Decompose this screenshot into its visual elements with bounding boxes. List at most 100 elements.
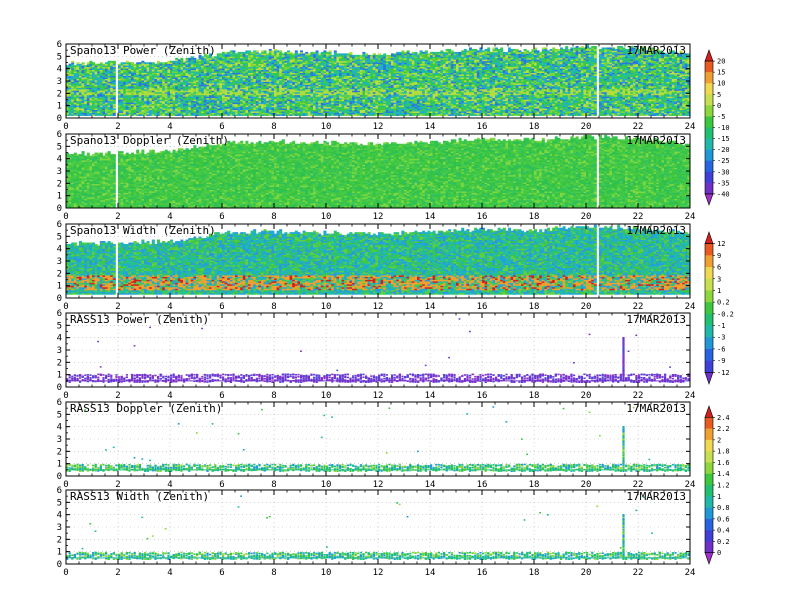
data-cell (279, 111, 283, 113)
data-cell (97, 75, 101, 78)
data-cell (271, 77, 275, 79)
data-cell (216, 62, 220, 65)
data-cell (81, 62, 85, 65)
data-cell (253, 84, 257, 87)
data-cell (198, 105, 202, 108)
data-cell (245, 54, 249, 57)
data-cell (188, 90, 192, 93)
data-cell (214, 78, 218, 81)
data-cell (84, 106, 88, 109)
data-cell (365, 53, 368, 56)
data-cell (227, 72, 231, 75)
data-cell (102, 75, 106, 78)
data-cell (144, 63, 147, 66)
data-cell (68, 68, 72, 71)
data-cell (102, 82, 106, 85)
data-cell (242, 72, 246, 75)
data-cell (183, 97, 186, 100)
data-cell (188, 75, 192, 78)
data-cell (235, 82, 238, 85)
data-cell (219, 74, 223, 76)
data-cell (188, 60, 192, 63)
data-cell (128, 65, 132, 68)
data-cell (136, 65, 140, 68)
data-cell (177, 71, 181, 74)
data-cell (253, 112, 257, 115)
data-cell (154, 80, 158, 82)
data-cell (266, 74, 270, 76)
data-cell (159, 82, 163, 85)
data-cell (162, 87, 166, 90)
data-cell (242, 93, 246, 96)
data-cell (107, 71, 111, 74)
data-cell (146, 105, 150, 108)
data-cell (216, 74, 220, 76)
data-cell (172, 63, 176, 66)
data-cell (263, 85, 267, 88)
data-cell (209, 54, 212, 57)
data-cell (255, 105, 259, 108)
data-cell (274, 112, 277, 115)
data-cell (216, 100, 220, 103)
data-cell (73, 88, 77, 91)
data-cell (107, 84, 111, 87)
data-cell (203, 91, 207, 94)
data-cell (128, 114, 132, 116)
data-cell (183, 112, 186, 115)
data-cell (175, 57, 179, 60)
data-cell (183, 71, 186, 74)
data-cell (253, 60, 257, 63)
data-cell (219, 108, 223, 111)
data-cell (255, 108, 259, 111)
data-cell (157, 97, 160, 100)
data-cell (167, 88, 171, 91)
data-cell (105, 108, 108, 111)
data-cell (263, 102, 267, 105)
data-cell (97, 99, 101, 102)
data-cell (198, 96, 202, 99)
data-cell (102, 74, 106, 76)
data-cell (125, 69, 129, 72)
data-cell (120, 74, 124, 76)
data-cell (99, 99, 103, 102)
data-cell (102, 114, 106, 116)
data-cell (157, 105, 160, 108)
data-cell (154, 93, 158, 96)
data-cell (138, 114, 142, 116)
data-cell (240, 72, 244, 75)
data-cell (183, 108, 186, 111)
data-cell (261, 81, 264, 84)
data-cell (276, 71, 280, 74)
data-cell (203, 109, 207, 112)
data-cell (110, 71, 114, 74)
data-cell (245, 97, 249, 100)
data-cell (105, 62, 108, 65)
data-cell (232, 57, 236, 60)
data-cell (81, 114, 85, 116)
data-cell (120, 114, 124, 116)
data-cell (209, 99, 212, 102)
data-cell (235, 100, 238, 103)
data-cell (164, 71, 168, 74)
data-cell (107, 60, 111, 63)
data-cell (146, 84, 150, 87)
data-cell (138, 71, 142, 74)
data-cell (201, 62, 205, 65)
data-cell (138, 102, 142, 105)
data-cell (198, 109, 202, 112)
data-cell (118, 91, 121, 94)
data-cell (196, 111, 199, 113)
data-cell (229, 54, 233, 57)
data-cell (193, 93, 197, 96)
data-cell (154, 87, 158, 90)
data-cell (66, 99, 69, 102)
data-cell (284, 51, 288, 54)
data-cell (203, 80, 207, 82)
data-cell (216, 59, 220, 62)
data-cell (248, 85, 251, 88)
data-cell (94, 96, 98, 99)
data-cell (146, 78, 150, 81)
data-cell (214, 60, 218, 63)
data-cell (86, 105, 90, 108)
data-cell (274, 66, 277, 69)
